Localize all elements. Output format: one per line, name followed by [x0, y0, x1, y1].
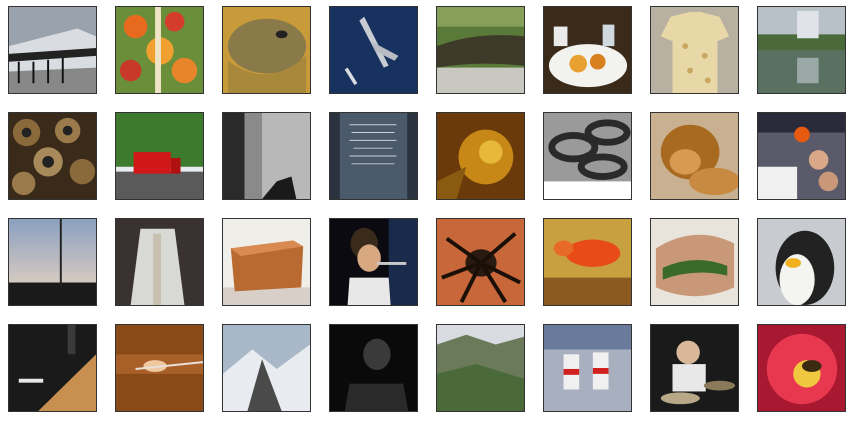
- people-torch-image: [757, 112, 846, 200]
- dark-figure-image: [329, 324, 418, 412]
- flower-bee-image: [757, 324, 846, 412]
- snowy-mountain-image: [222, 324, 311, 412]
- goldfish-image: [543, 218, 632, 306]
- runners-image: [543, 324, 632, 412]
- staircase-image: [8, 324, 97, 412]
- drummer-image: [650, 324, 739, 412]
- meatloaf-image: [650, 218, 739, 306]
- lizard-image: [222, 6, 311, 94]
- fighter-jet-image: [329, 6, 418, 94]
- lion-image: [650, 112, 739, 200]
- red-truck-image: [115, 112, 204, 200]
- wooden-chest-image: [222, 218, 311, 306]
- crab-image: [436, 112, 525, 200]
- shirt-image: [650, 6, 739, 94]
- chain-image: [543, 112, 632, 200]
- flute-girl-image: [329, 218, 418, 306]
- penguin-image: [757, 218, 846, 306]
- tarantula-image: [436, 218, 525, 306]
- lake-reflection-image: [757, 6, 846, 94]
- wood-floor-image: [115, 324, 204, 412]
- dark-room-hand-image: [222, 112, 311, 200]
- mountain-valley-image: [436, 324, 525, 412]
- engraved-plaque-image: [329, 112, 418, 200]
- train-image: [8, 6, 97, 94]
- sea-urchins-image: [8, 112, 97, 200]
- alligator-image: [436, 6, 525, 94]
- floral-fabric-image: [115, 6, 204, 94]
- robed-figure-image: [115, 218, 204, 306]
- dusk-sky-image: [8, 218, 97, 306]
- breakfast-plate-image: [543, 6, 632, 94]
